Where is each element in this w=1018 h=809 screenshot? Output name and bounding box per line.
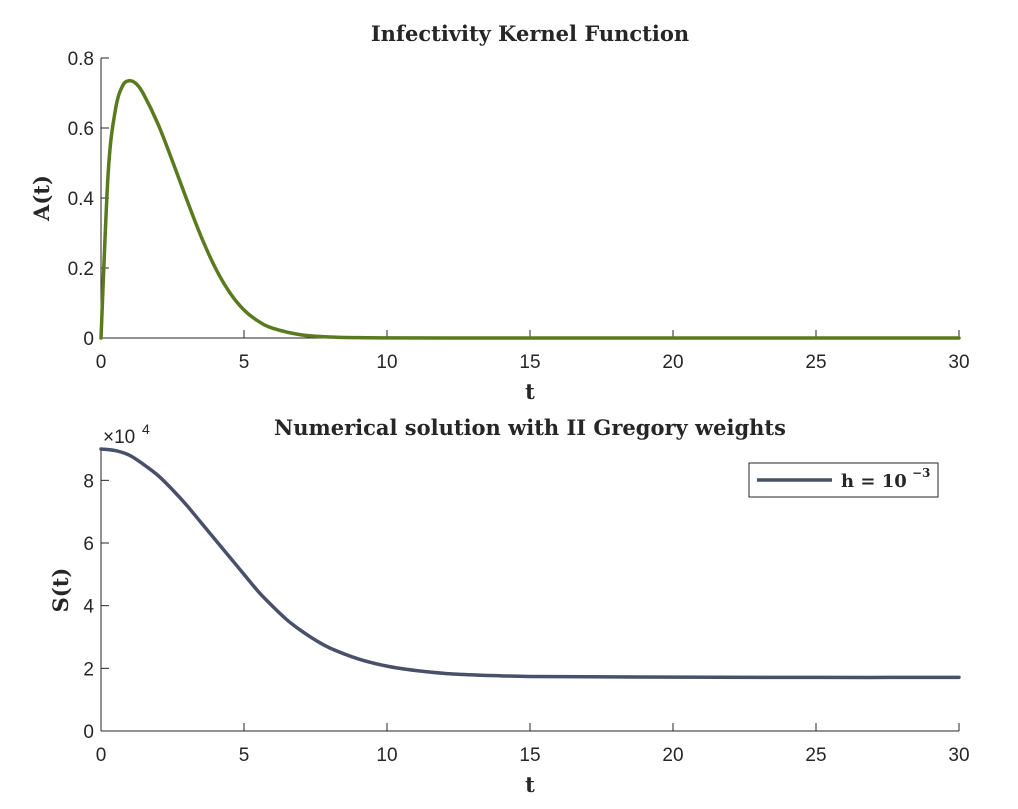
solution-x-tick-label: 30 [948,745,969,766]
y-multiplier-base: ×10 [103,427,135,448]
solution-y-axis-title: S(t) [48,568,73,613]
kernel-y-axis-title: A(t) [29,175,54,222]
solution-y-tick-label: 4 [83,597,94,618]
solution-y-tick-label: 2 [83,659,94,680]
solution-y-tick-label: 0 [83,722,94,743]
kernel-y-tick-label: 0.8 [68,49,94,70]
solution-x-tick-label: 25 [805,745,826,766]
solution-chart-title: Numerical solution with II Gregory weigh… [274,415,786,440]
solution-x-tick-label: 15 [519,745,540,766]
solution-x-tick-label: 10 [376,745,397,766]
kernel-y-tick-label: 0.4 [68,189,95,210]
solution-y-tick-label: 6 [83,534,94,555]
solution-x-tick-label: 5 [239,745,250,766]
kernel-y-tick-label: 0.6 [68,119,94,140]
legend-label-exponent: −3 [912,466,930,480]
kernel-y-tick-label: 0 [83,329,94,350]
kernel-series-line [99,78,961,340]
kernel-x-tick-label: 25 [805,352,826,373]
kernel-y-tick-label: 0.2 [68,259,94,280]
legend: h = 10 −3 [748,462,939,498]
solution-series [99,447,961,680]
kernel-chart-title: Infectivity Kernel Function [371,21,689,46]
kernel-x-tick-label: 0 [96,352,107,373]
kernel-x-axis-title: t [525,379,535,404]
solution-x-ticks: 0 5 10 15 20 25 30 [96,723,970,766]
kernel-chart: Infectivity Kernel Function 0 5 10 15 20 25 30… [29,21,970,404]
kernel-x-tick-label: 5 [239,352,250,373]
solution-x-tick-label: 20 [662,745,683,766]
kernel-x-tick-label: 10 [376,352,397,373]
kernel-x-tick-label: 30 [948,352,969,373]
solution-x-tick-label: 0 [96,745,107,766]
solution-y-ticks: 0 2 4 6 8 [83,471,109,743]
y-multiplier: ×10 4 [103,421,150,448]
solution-x-axis-title: t [525,772,535,797]
kernel-series [99,78,961,340]
kernel-x-ticks: 0 5 10 15 20 25 30 [96,330,970,373]
legend-label: h = 10 [841,471,907,492]
y-multiplier-exponent: 4 [142,421,150,437]
solution-chart: Numerical solution with II Gregory weigh… [48,415,970,797]
solution-series-line [99,447,961,680]
kernel-x-tick-label: 20 [662,352,683,373]
kernel-x-tick-label: 15 [519,352,540,373]
solution-y-tick-label: 8 [83,471,94,492]
